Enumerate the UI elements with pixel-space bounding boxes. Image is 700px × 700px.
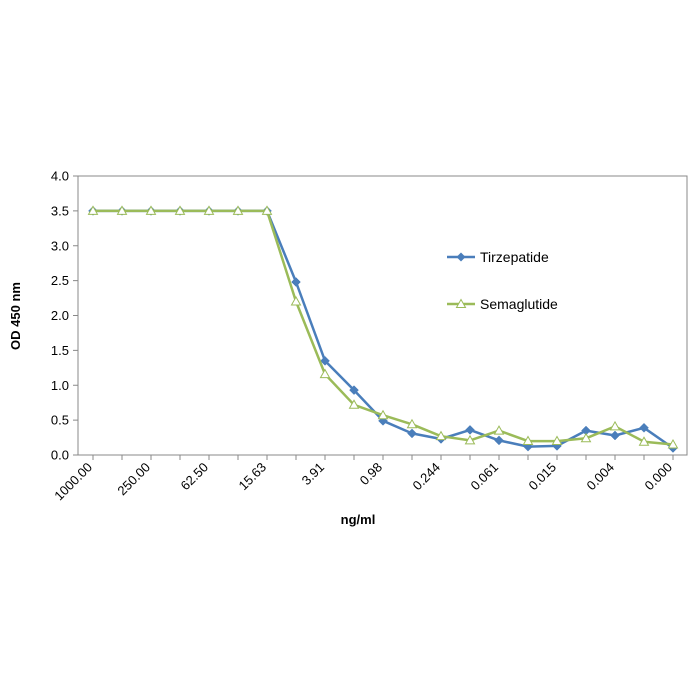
- data-point-semaglutide: [522, 435, 534, 446]
- y-tick-label: 3.5: [51, 203, 69, 218]
- y-tick-label: 2.0: [51, 308, 69, 323]
- data-point-semaglutide: [406, 418, 418, 429]
- legend-label-semaglutide: Semaglutide: [480, 296, 558, 312]
- data-point-semaglutide: [435, 430, 447, 441]
- y-tick-label: 3.0: [51, 238, 69, 253]
- data-point-semaglutide: [609, 420, 621, 431]
- y-tick-label: 2.5: [51, 273, 69, 288]
- data-point-semaglutide: [667, 439, 679, 449]
- x-tick-label: 0.244: [410, 460, 444, 494]
- data-point-semaglutide: [377, 409, 389, 420]
- legend-marker-semaglutide: [455, 298, 467, 308]
- data-point-semaglutide: [638, 436, 650, 446]
- x-tick-label: 0.004: [584, 460, 618, 494]
- y-tick-label: 1.5: [51, 343, 69, 358]
- x-axis-title: ng/ml: [341, 512, 376, 527]
- x-tick-label: 15.63: [236, 460, 270, 494]
- y-tick-label: 0.5: [51, 413, 69, 428]
- data-point-tirzepatide: [465, 425, 475, 435]
- data-point-tirzepatide: [320, 355, 330, 366]
- x-tick-label: 0.98: [357, 460, 386, 489]
- data-point-semaglutide: [290, 296, 302, 306]
- data-point-semaglutide: [464, 434, 476, 445]
- data-point-semaglutide: [551, 435, 563, 446]
- x-axis: 1000.00 250.00 62.50 15.63 3.91 0.98 0.244 0.06…: [51, 455, 675, 503]
- data-point-semaglutide: [174, 205, 186, 215]
- data-point-semaglutide: [348, 399, 360, 409]
- data-point-tirzepatide: [407, 428, 417, 439]
- data-point-semaglutide: [87, 205, 99, 215]
- data-point-tirzepatide: [494, 435, 504, 446]
- data-point-semaglutide: [580, 432, 592, 443]
- y-tick-label: 1.0: [51, 378, 69, 393]
- legend-label-tirzepatide: Tirzepatide: [480, 249, 549, 265]
- x-tick-label: 0.061: [468, 460, 502, 494]
- x-tick-label: 62.50: [178, 460, 212, 494]
- x-tick-label: 0.015: [526, 460, 560, 494]
- data-point-semaglutide: [116, 205, 128, 215]
- data-point-semaglutide: [261, 205, 273, 215]
- data-point-tirzepatide: [610, 430, 620, 441]
- y-tick-label: 0.0: [51, 448, 69, 463]
- data-point-semaglutide: [319, 368, 331, 379]
- legend-marker-tirzepatide: [456, 252, 466, 262]
- plot-area: [77, 175, 688, 456]
- y-axis: 0.0 0.5 1.0 1.5 2.0 2.5 3.0 3.5 4.0: [51, 169, 78, 463]
- x-tick-label: 250.00: [114, 460, 153, 499]
- x-tick-label: 3.91: [299, 460, 328, 489]
- x-tick-label: 1000.00: [51, 460, 95, 504]
- data-point-tirzepatide: [349, 385, 359, 395]
- series-layer: [87, 205, 679, 453]
- data-point-semaglutide: [232, 205, 244, 215]
- data-point-semaglutide: [493, 425, 505, 435]
- x-tick-label: 0.000: [642, 460, 676, 494]
- data-point-tirzepatide: [291, 277, 301, 287]
- legend: Tirzepatide Semaglutide: [447, 249, 558, 312]
- y-axis-title: OD 450 nm: [8, 282, 23, 350]
- data-point-semaglutide: [203, 205, 215, 215]
- data-point-tirzepatide: [639, 422, 649, 433]
- data-point-semaglutide: [145, 205, 157, 215]
- y-tick-label: 4.0: [51, 169, 69, 184]
